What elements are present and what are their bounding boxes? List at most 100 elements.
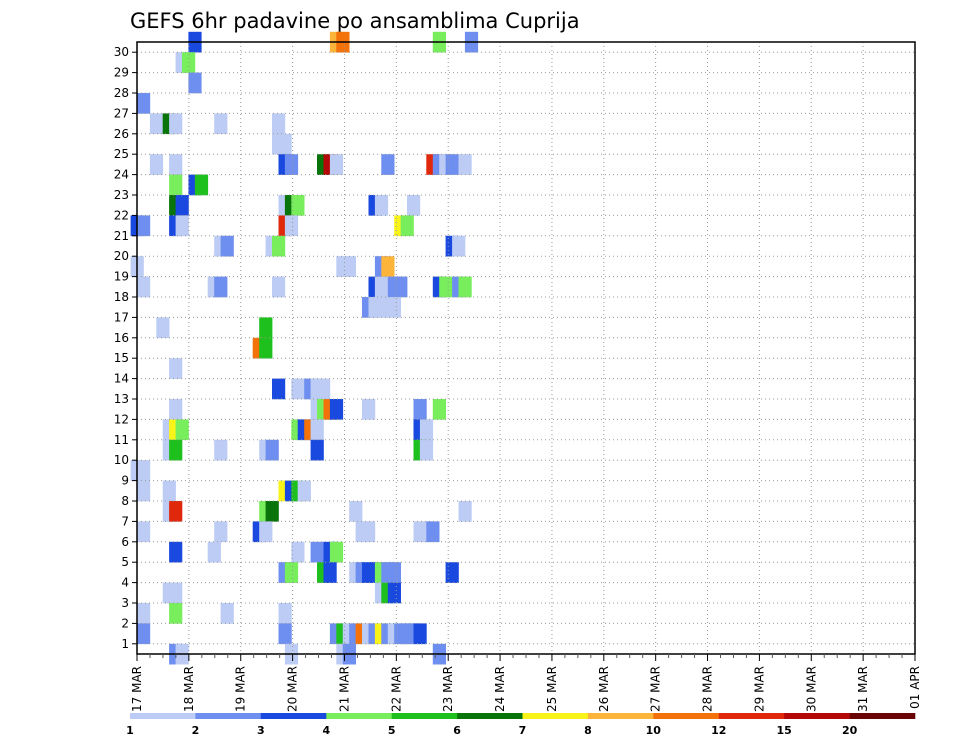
- legend-label: 4: [322, 724, 330, 737]
- y-tick-label: 1: [121, 637, 129, 651]
- precip-cell: [323, 562, 337, 583]
- precip-cell: [265, 501, 279, 522]
- x-tick-label: 23 MAR: [441, 666, 455, 712]
- y-tick-label: 18: [114, 290, 129, 304]
- precip-cell: [156, 317, 170, 339]
- x-tick-label: 22 MAR: [389, 666, 403, 712]
- precip-cell: [432, 399, 446, 420]
- precip-cell: [220, 603, 234, 624]
- precip-cell: [362, 399, 376, 420]
- precip-cell: [169, 501, 183, 522]
- precip-cell: [445, 154, 459, 175]
- precip-cell: [291, 195, 305, 216]
- precip-cell: [137, 603, 151, 624]
- legend-label: 7: [519, 724, 527, 737]
- legend-swatch: [587, 713, 654, 719]
- x-tick-label: 19 MAR: [234, 666, 248, 712]
- y-tick-label: 26: [114, 127, 129, 141]
- precip-cell: [137, 276, 151, 298]
- precip-cell: [278, 133, 292, 155]
- precip-cell: [310, 419, 324, 441]
- x-tick-label: 27 MAR: [649, 666, 663, 712]
- legend-swatch: [326, 713, 392, 719]
- precip-cell: [272, 235, 286, 257]
- legend-label: 12: [711, 724, 726, 737]
- precip-cell: [407, 195, 421, 216]
- precip-cell: [387, 297, 401, 318]
- x-axis: 17 MAR 18 MAR 19 MAR 20 MAR 21 MAR 22 MAR 23 M…: [130, 654, 922, 712]
- legend-swatch: [195, 713, 262, 719]
- y-tick-label: 19: [114, 270, 129, 284]
- precip-cell: [259, 317, 273, 339]
- y-tick-label: 11: [114, 433, 129, 447]
- chart-title: GEFS 6hr padavine po ansamblima Cuprija: [130, 9, 580, 33]
- precip-cell: [374, 276, 389, 298]
- legend-swatch: [653, 713, 719, 719]
- precip-cell: [188, 72, 202, 94]
- y-tick-label: 10: [114, 453, 129, 467]
- precip-cell: [349, 501, 363, 522]
- y-tick-label: 23: [114, 188, 129, 202]
- y-tick-label: 6: [121, 535, 129, 549]
- legend-swatch: [718, 713, 785, 719]
- precip-cell: [259, 337, 273, 359]
- precip-cell: [329, 399, 344, 420]
- legend-label: 20: [842, 724, 858, 737]
- precip-cell: [310, 439, 324, 461]
- x-tick-label: 29 MAR: [752, 666, 766, 712]
- x-tick-label: 30 MAR: [804, 666, 818, 712]
- precip-cell: [439, 276, 453, 298]
- precip-cell: [265, 439, 279, 461]
- precip-cell: [272, 113, 286, 135]
- legend-swatch: [522, 713, 589, 719]
- y-tick-label: 16: [114, 331, 129, 345]
- legend-swatch: [784, 713, 850, 719]
- precip-cell: [272, 378, 286, 400]
- precip-cell: [413, 623, 427, 645]
- y-tick-label: 3: [121, 596, 129, 610]
- legend-swatch: [260, 713, 327, 719]
- precip-cell: [169, 541, 183, 563]
- precip-cell: [284, 154, 299, 175]
- precip-cell: [169, 113, 183, 135]
- y-tick-label: 25: [114, 147, 129, 161]
- precip-cell: [175, 215, 189, 237]
- y-tick-label: 7: [121, 514, 129, 528]
- precip-cell: [458, 276, 472, 298]
- precip-cell: [169, 603, 183, 624]
- x-tick-label: 24 MAR: [493, 666, 507, 712]
- color-legend: 1 2 3 4 5 6 7 8 10 12 15 20: [126, 713, 916, 737]
- precip-cell: [381, 154, 395, 175]
- precip-cell: [387, 562, 401, 583]
- y-tick-label: 14: [114, 372, 129, 386]
- y-tick-label: 30: [114, 45, 129, 59]
- y-tick-label: 2: [121, 616, 129, 630]
- x-tick-label: 18 MAR: [182, 666, 196, 712]
- precip-cell: [329, 541, 344, 563]
- y-tick-label: 8: [121, 494, 129, 508]
- x-tick-label: 17 MAR: [130, 666, 144, 712]
- precip-cell: [342, 256, 356, 277]
- legend-label: 2: [192, 724, 200, 737]
- precipitation-cells: [130, 31, 479, 665]
- precip-cell: [291, 378, 305, 400]
- precip-cell: [169, 439, 183, 461]
- y-tick-label: 13: [114, 392, 129, 406]
- precip-cell: [169, 399, 183, 420]
- precip-cell: [310, 541, 324, 563]
- x-tick-label: 26 MAR: [597, 666, 611, 712]
- precip-cell: [284, 562, 299, 583]
- y-tick-label: 15: [114, 351, 129, 365]
- grid-lines: [137, 42, 915, 654]
- x-tick-label: 01 APR: [908, 666, 922, 709]
- precip-cell: [317, 378, 331, 400]
- legend-label: 3: [257, 724, 265, 737]
- precip-cell: [175, 419, 189, 441]
- legend-swatch: [457, 713, 523, 719]
- y-tick-label: 9: [121, 474, 129, 488]
- y-tick-label: 27: [114, 106, 129, 120]
- precip-cell: [419, 439, 434, 461]
- y-tick-label: 12: [114, 412, 129, 426]
- precip-cell: [169, 154, 183, 175]
